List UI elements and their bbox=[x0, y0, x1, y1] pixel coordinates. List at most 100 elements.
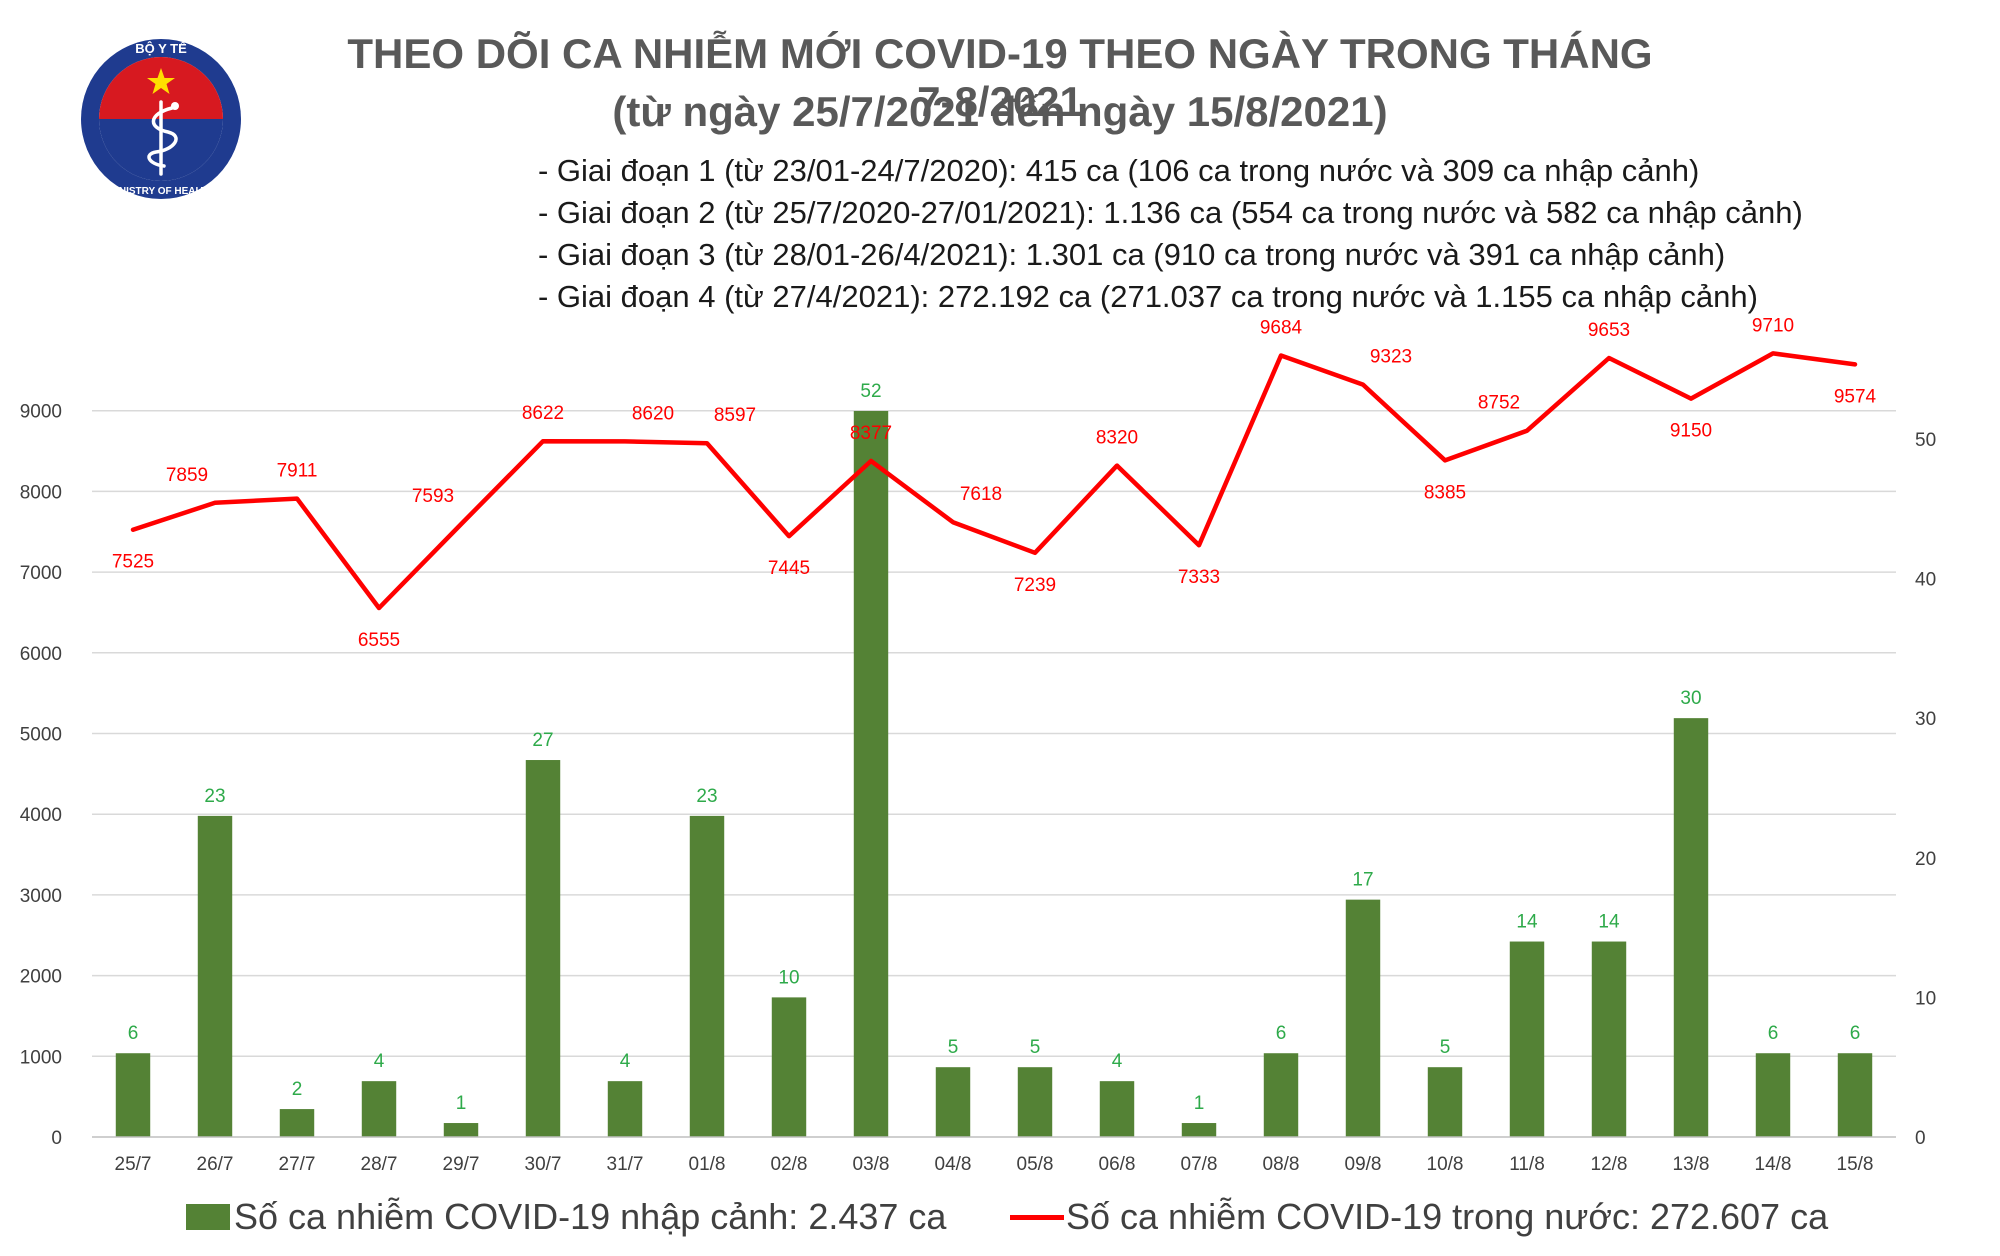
chart-title: THEO DÕI CA NHIỄM MỚI COVID-19 THEO NGÀY… bbox=[347, 30, 1653, 125]
bar-10/8 bbox=[1427, 1067, 1463, 1137]
left-tick-label: 1000 bbox=[20, 1047, 62, 1068]
legend-swatch-bar bbox=[186, 1204, 230, 1230]
line-label-01/8: 8597 bbox=[714, 405, 756, 426]
line-label-31/7: 8620 bbox=[632, 403, 674, 424]
phase-3-summary: - Giai đoạn 3 (từ 28/01-26/4/2021): 1.30… bbox=[538, 237, 1726, 272]
bar-label-08/8: 6 bbox=[1276, 1023, 1287, 1044]
line-label-25/7: 7525 bbox=[112, 552, 154, 573]
bar-label-05/8: 5 bbox=[1030, 1037, 1041, 1058]
legend-label-domestic: Số ca nhiễm COVID-19 trong nước: 272.607… bbox=[1066, 1196, 1829, 1237]
line-label-26/7: 7859 bbox=[166, 465, 208, 486]
x-tick-label: 10/8 bbox=[1427, 1154, 1464, 1175]
bar-label-27/7: 2 bbox=[292, 1079, 303, 1100]
x-tick-label: 13/8 bbox=[1673, 1154, 1710, 1175]
bar-label-03/8: 52 bbox=[860, 381, 881, 402]
legend-swatch-line bbox=[1010, 1214, 1064, 1220]
left-tick-label: 2000 bbox=[20, 967, 62, 988]
bar-12/8 bbox=[1591, 941, 1627, 1137]
bar-series bbox=[115, 410, 1873, 1137]
x-tick-label: 15/8 bbox=[1837, 1154, 1874, 1175]
legend-item-domestic: Số ca nhiễm COVID-19 trong nước: 272.607… bbox=[1010, 1196, 1828, 1238]
x-tick-label: 26/7 bbox=[197, 1154, 234, 1175]
left-tick-label: 9000 bbox=[20, 402, 62, 423]
x-tick-label: 12/8 bbox=[1591, 1154, 1628, 1175]
right-tick-label: 20 bbox=[1915, 849, 1936, 870]
line-label-10/8: 8385 bbox=[1424, 482, 1466, 503]
x-tick-label: 27/7 bbox=[279, 1154, 316, 1175]
phase-1-summary: - Giai đoạn 1 (từ 23/01-24/7/2020): 415 … bbox=[538, 153, 1700, 188]
line-label-05/8: 7239 bbox=[1014, 575, 1056, 596]
bar-label-04/8: 5 bbox=[948, 1037, 959, 1058]
line-label-13/8: 9150 bbox=[1670, 421, 1712, 442]
line-label-29/7: 7593 bbox=[412, 486, 454, 507]
line-label-02/8: 7445 bbox=[768, 558, 810, 579]
chart-subtitle: (từ ngày 25/7/2021 đến ngày 15/8/2021) bbox=[612, 88, 1388, 135]
right-tick-label: 0 bbox=[1915, 1128, 1926, 1149]
bar-15/8 bbox=[1837, 1053, 1873, 1137]
x-tick-label: 06/8 bbox=[1099, 1154, 1136, 1175]
x-tick-label: 29/7 bbox=[443, 1154, 480, 1175]
bar-label-15/8: 6 bbox=[1850, 1023, 1861, 1044]
bar-label-13/8: 30 bbox=[1680, 688, 1701, 709]
logo-top-text: BỘ Y TẾ bbox=[135, 41, 187, 56]
line-label-28/7: 6555 bbox=[358, 630, 400, 651]
line-label-06/8: 8320 bbox=[1096, 428, 1138, 449]
line-label-08/8: 9684 bbox=[1260, 318, 1303, 339]
logo-bottom-text: MINISTRY OF HEALTH bbox=[108, 186, 214, 197]
x-tick-label: 04/8 bbox=[935, 1154, 972, 1175]
axes: 0100020003000400050006000700080009000010… bbox=[20, 402, 1936, 1175]
gridlines bbox=[92, 409, 1896, 1058]
bar-05/8 bbox=[1017, 1067, 1053, 1137]
bar-27/7 bbox=[279, 1109, 315, 1137]
bar-13/8 bbox=[1673, 718, 1709, 1137]
bar-08/8 bbox=[1263, 1053, 1299, 1137]
left-tick-label: 0 bbox=[51, 1128, 62, 1149]
line-label-27/7: 7911 bbox=[277, 461, 318, 482]
x-tick-label: 05/8 bbox=[1017, 1154, 1054, 1175]
bar-09/8 bbox=[1345, 899, 1381, 1137]
phase-2-summary: - Giai đoạn 2 (từ 25/7/2020-27/01/2021):… bbox=[538, 195, 1803, 230]
bar-label-01/8: 23 bbox=[696, 786, 717, 807]
x-tick-label: 25/7 bbox=[115, 1154, 152, 1175]
bar-04/8 bbox=[935, 1067, 971, 1137]
bar-label-14/8: 6 bbox=[1768, 1023, 1779, 1044]
ministry-of-health-logo: BỘ Y TẾ MINISTRY OF HEALTH bbox=[81, 39, 241, 199]
x-tick-label: 07/8 bbox=[1181, 1154, 1218, 1175]
data-labels: 6 23 2 4 1 27 4 23 10 52 5 5 4 1 6 17 5 14 14 30 6 6 7525 7859 7… bbox=[112, 315, 1877, 1114]
x-tick-label: 03/8 bbox=[853, 1154, 890, 1175]
line-label-30/7: 8622 bbox=[522, 403, 564, 424]
bar-label-07/8: 1 bbox=[1194, 1093, 1205, 1114]
right-tick-label: 30 bbox=[1915, 709, 1936, 730]
bar-30/7 bbox=[525, 760, 561, 1137]
right-tick-label: 10 bbox=[1915, 988, 1936, 1009]
bar-26/7 bbox=[197, 815, 233, 1137]
bar-31/7 bbox=[607, 1081, 643, 1137]
line-label-15/8: 9574 bbox=[1834, 386, 1877, 407]
line-label-14/8: 9710 bbox=[1752, 315, 1794, 336]
line-domestic bbox=[130, 351, 1858, 611]
right-tick-label: 50 bbox=[1915, 430, 1936, 451]
bar-label-09/8: 17 bbox=[1352, 870, 1373, 891]
left-tick-label: 5000 bbox=[20, 725, 62, 746]
left-tick-label: 6000 bbox=[20, 644, 62, 665]
legend: Số ca nhiễm COVID-19 nhập cảnh: 2.437 ca… bbox=[180, 1196, 1880, 1246]
line-label-09/8: 9323 bbox=[1370, 347, 1412, 368]
bar-28/7 bbox=[361, 1081, 397, 1137]
x-tick-label: 14/8 bbox=[1755, 1154, 1792, 1175]
bar-14/8 bbox=[1755, 1053, 1791, 1137]
left-tick-label: 8000 bbox=[20, 482, 62, 503]
x-tick-label: 28/7 bbox=[361, 1154, 398, 1175]
x-tick-label: 01/8 bbox=[689, 1154, 726, 1175]
bar-label-12/8: 14 bbox=[1598, 912, 1620, 933]
line-label-12/8: 9653 bbox=[1588, 320, 1630, 341]
legend-label-imported: Số ca nhiễm COVID-19 nhập cảnh: 2.437 ca bbox=[234, 1196, 947, 1237]
legend-item-imported: Số ca nhiễm COVID-19 nhập cảnh: 2.437 ca bbox=[186, 1196, 946, 1238]
x-tick-label: 31/7 bbox=[607, 1154, 644, 1175]
x-tick-label: 08/8 bbox=[1263, 1154, 1300, 1175]
phase-summary-list: - Giai đoạn 1 (từ 23/01-24/7/2020): 415 … bbox=[538, 150, 1803, 318]
bar-25/7 bbox=[115, 1053, 151, 1137]
bar-label-25/7: 6 bbox=[128, 1023, 139, 1044]
bar-06/8 bbox=[1099, 1081, 1135, 1137]
bar-02/8 bbox=[771, 997, 807, 1137]
